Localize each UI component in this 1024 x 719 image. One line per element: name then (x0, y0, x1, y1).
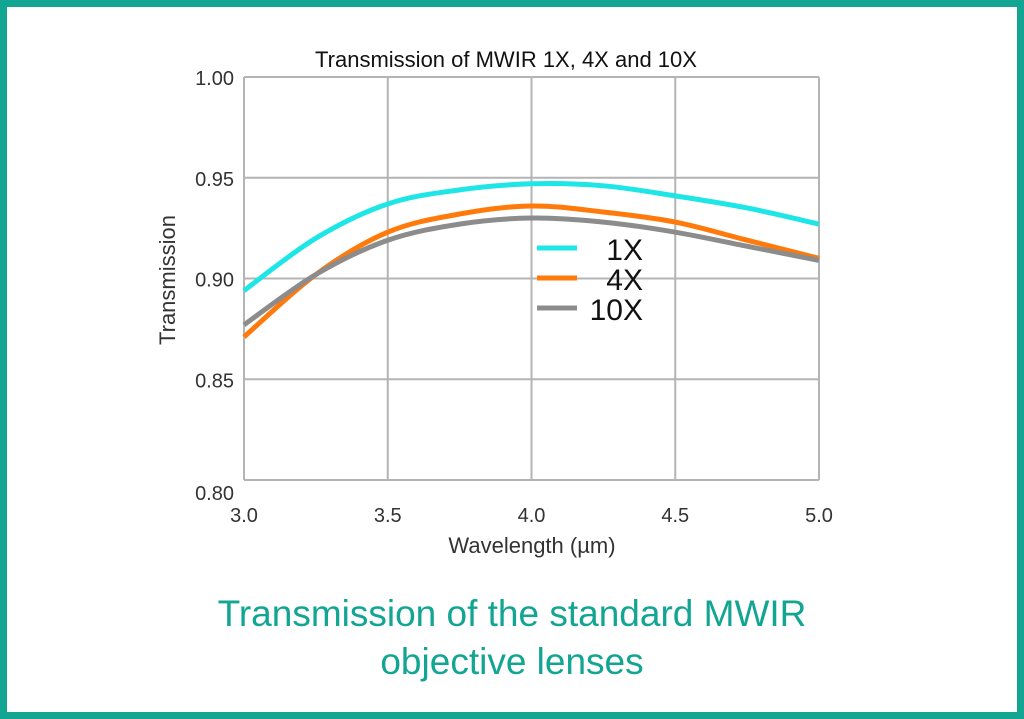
y-tick-label: 1.00 (195, 68, 234, 90)
y-tick-label: 0.90 (195, 270, 234, 292)
series-line-10x (242, 215, 820, 327)
x-tick-label: 3.5 (374, 505, 402, 527)
x-tick-label: 4.5 (661, 505, 689, 527)
y-tick-label: 0.95 (195, 169, 234, 191)
x-tick-label: 3.0 (230, 505, 258, 527)
chart-title: Transmission of MWIR 1X, 4X and 10X (315, 47, 697, 72)
x-axis-label: Wavelength (µm) (448, 533, 615, 558)
legend-label-10x: 10X (590, 294, 643, 327)
caption: Transmission of the standard MWIR object… (0, 590, 1024, 686)
x-tick-labels: 3.0 3.5 4.0 4.5 5.0 (230, 505, 833, 527)
caption-line-2: objective lenses (380, 641, 644, 682)
y-axis-label: Transmission (155, 215, 180, 345)
legend-label-4x: 4X (606, 264, 643, 297)
grid (243, 76, 820, 481)
y-tick-label: 0.85 (195, 370, 234, 392)
x-tick-label: 5.0 (805, 505, 833, 527)
legend-label-1x: 1X (606, 234, 643, 267)
y-tick-labels: 0.80 0.85 0.90 0.95 1.00 (195, 68, 234, 505)
series-lines (242, 181, 820, 339)
y-tick-label: 0.80 (195, 483, 234, 505)
caption-line-1: Transmission of the standard MWIR (217, 593, 807, 634)
x-tick-label: 4.0 (518, 505, 546, 527)
series-line-1x (242, 181, 820, 293)
